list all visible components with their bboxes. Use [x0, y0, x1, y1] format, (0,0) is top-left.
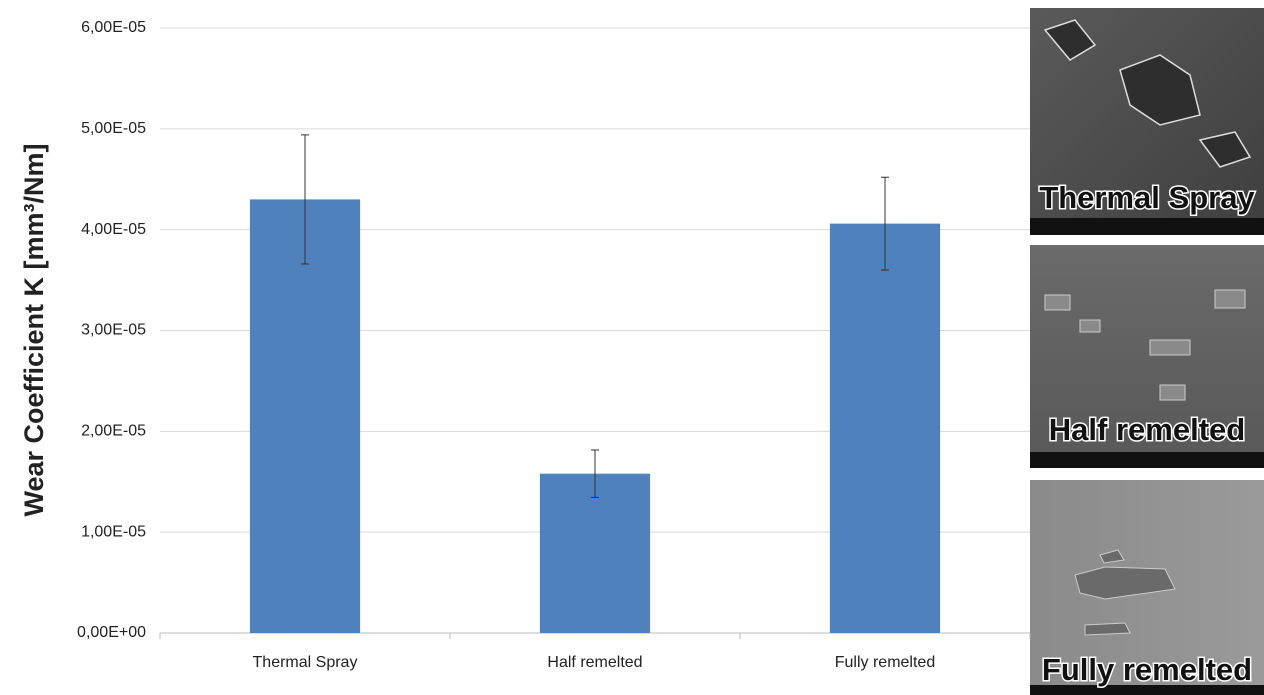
y-tick-label: 4,00E-05 [81, 221, 146, 238]
panel-label: Fully remelted [1042, 652, 1252, 687]
y-tick-label: 1,00E-05 [81, 523, 146, 540]
x-tick-label: Thermal Spray [253, 654, 358, 671]
sem-panel: Fully remelted [1030, 480, 1264, 695]
y-tick-label: 6,00E-05 [81, 19, 146, 36]
x-tick-label: Fully remelted [835, 654, 935, 671]
sem-panel: Thermal Spray [1030, 8, 1264, 235]
panel-label: Half remelted [1049, 412, 1245, 447]
y-tick-label: 3,00E-05 [81, 322, 146, 339]
bar [830, 224, 940, 633]
figure: Wear Coefficient K [mm³/Nm] Thermal Spra… [0, 0, 1264, 695]
y-tick-label: 5,00E-05 [81, 120, 146, 137]
y-tick-label: 0,00E+00 [77, 624, 146, 641]
y-axis-label: Wear Coefficient K [mm³/Nm] [19, 143, 49, 516]
sem-panel: Half remelted [1030, 245, 1264, 468]
y-tick-label: 2,00E-05 [81, 423, 146, 440]
panel-label: Thermal Spray [1039, 180, 1255, 215]
bar [250, 199, 360, 633]
x-tick-label: Half remelted [547, 654, 642, 671]
